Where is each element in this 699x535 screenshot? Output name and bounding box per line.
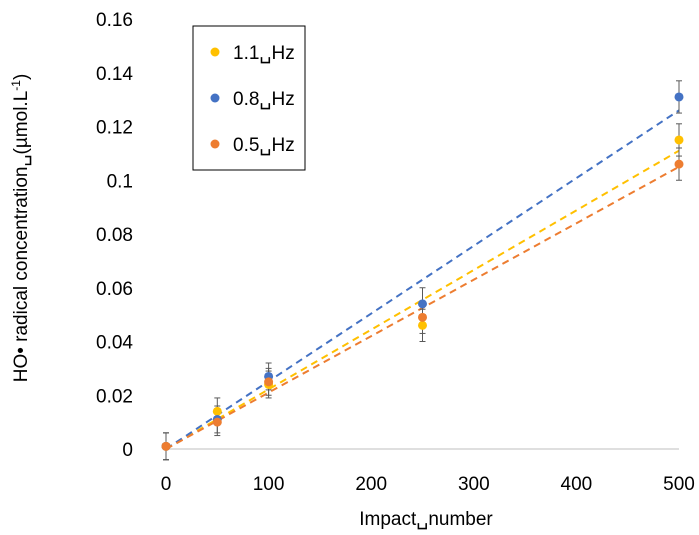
x-tick-label: 0 <box>161 474 172 495</box>
y-tick-label: 0.14 <box>96 64 133 85</box>
data-point-series-2 <box>264 377 274 387</box>
legend-marker <box>210 139 220 149</box>
x-tick-labels: 0 100 200 300 400 500 <box>161 474 695 495</box>
data-point-series-0 <box>674 135 684 145</box>
trendline-series-0 <box>165 149 680 450</box>
data-point-series-0 <box>418 320 427 330</box>
y-axis-title-superscript: -1 <box>9 80 23 91</box>
legend-marker <box>210 47 220 57</box>
data-point-series-2 <box>674 159 684 169</box>
x-tick-label: 200 <box>355 474 387 495</box>
y-axis-title-end: ) <box>11 74 32 80</box>
y-axis-title: HO• radical concentration␣(µmol.L-1) <box>9 74 32 383</box>
legend-marker <box>210 93 220 103</box>
data-point-series-1 <box>418 299 427 309</box>
y-tick-label: 0.04 <box>96 333 133 354</box>
data-point-series-2 <box>161 441 171 451</box>
legend-label: 0.8␣Hz <box>233 89 295 110</box>
x-axis-title: Impact␣number <box>359 509 493 530</box>
y-tick-label: 0.06 <box>96 279 133 300</box>
y-tick-label: 0.08 <box>96 225 133 246</box>
data-point-series-2 <box>212 417 222 427</box>
y-tick-labels: 0 0.02 0.04 0.06 0.08 0.1 0.12 0.14 0.16 <box>96 10 133 461</box>
legend: 1.1␣Hz 0.8␣Hz 0.5␣Hz <box>192 25 306 171</box>
trendline-series-1 <box>165 109 680 450</box>
x-tick-label: 400 <box>561 474 593 495</box>
y-tick-label: 0 <box>122 440 133 461</box>
x-tick-label: 300 <box>458 474 490 495</box>
x-tick-label: 500 <box>663 474 695 495</box>
y-axis-title-main: HO• radical concentration␣(µmol.L <box>11 91 32 383</box>
legend-label: 0.5␣Hz <box>233 135 295 156</box>
data-point-series-2 <box>418 312 427 322</box>
y-tick-label: 0.12 <box>96 118 133 139</box>
y-tick-label: 0.1 <box>107 171 133 192</box>
legend-label: 1.1␣Hz <box>233 43 295 64</box>
y-tick-label: 0.16 <box>96 10 133 31</box>
data-point-series-0 <box>212 406 222 416</box>
x-tick-label: 100 <box>253 474 285 495</box>
data-points <box>161 92 684 451</box>
y-tick-label: 0.02 <box>96 386 133 407</box>
data-point-series-1 <box>674 92 684 102</box>
